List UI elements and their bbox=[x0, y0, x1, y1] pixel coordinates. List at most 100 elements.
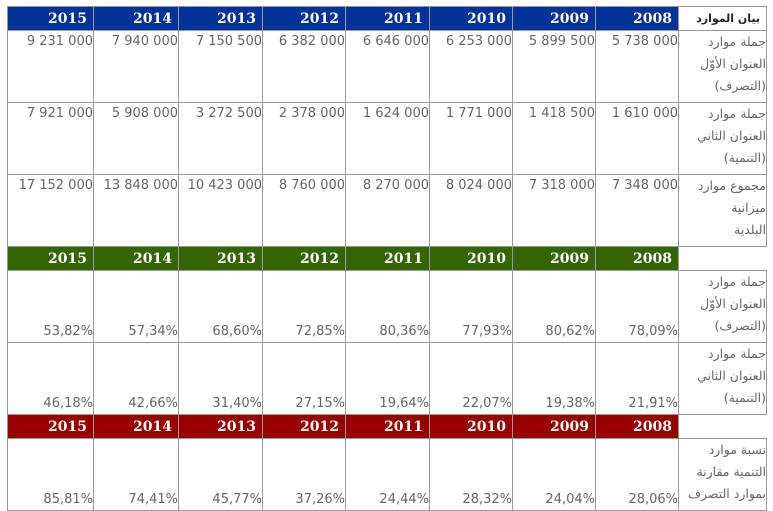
year-header: 2011 bbox=[345, 246, 430, 271]
row-label: جملة موارد العنوان الأوّل (التصرف) bbox=[678, 30, 767, 103]
percent-cell: 28,32% bbox=[429, 438, 513, 511]
header-row-ratio: 2015 2014 2013 2012 2011 2010 2009 2008 bbox=[7, 414, 767, 439]
amount-cell: 3 272 500 bbox=[178, 102, 263, 175]
table-row: 85,81% 74,41% 45,77% 37,26% 24,44% 28,32… bbox=[7, 438, 767, 511]
percent-cell: 24,04% bbox=[512, 438, 596, 511]
percent-cell: 46,18% bbox=[7, 342, 94, 415]
year-header: 2009 bbox=[512, 246, 596, 271]
percent-cell: 80,62% bbox=[512, 270, 596, 343]
amount-cell: 1 418 500 bbox=[512, 102, 596, 175]
year-header: 2012 bbox=[262, 6, 346, 31]
row-label: جملة موارد العنوان الثاني (التنمية) bbox=[678, 342, 767, 415]
percent-cell: 19,64% bbox=[345, 342, 430, 415]
amount-cell: 1 610 000 bbox=[595, 102, 679, 175]
year-header: 2009 bbox=[512, 414, 596, 439]
percent-cell: 24,44% bbox=[345, 438, 430, 511]
row-label-line: ميزانية bbox=[731, 200, 766, 215]
year-header: 2014 bbox=[93, 414, 179, 439]
amount-cell: 8 024 000 bbox=[429, 174, 513, 247]
header-blank bbox=[678, 414, 767, 439]
year-header: 2010 bbox=[429, 414, 513, 439]
year-header: 2015 bbox=[7, 414, 94, 439]
header-row-shares: 2015 2014 2013 2012 2011 2010 2009 2008 bbox=[7, 246, 767, 271]
row-label-line: بموارد التصرف bbox=[688, 486, 766, 501]
amount-cell: 7 150 500 bbox=[178, 30, 263, 103]
year-header: 2008 bbox=[595, 246, 679, 271]
row-label-line: جملة موارد bbox=[708, 274, 766, 289]
year-header: 2014 bbox=[93, 246, 179, 271]
percent-cell: 78,09% bbox=[595, 270, 679, 343]
percent-cell: 37,26% bbox=[262, 438, 346, 511]
header-row-amounts: 2015 2014 2013 2012 2011 2010 2009 2008 … bbox=[7, 6, 767, 31]
percent-cell: 77,93% bbox=[429, 270, 513, 343]
row-label-line: جملة موارد bbox=[708, 346, 766, 361]
percent-cell: 53,82% bbox=[7, 270, 94, 343]
year-header: 2015 bbox=[7, 246, 94, 271]
row-label-line: جملة موارد bbox=[708, 106, 766, 121]
amount-cell: 5 908 000 bbox=[93, 102, 179, 175]
row-label-line: نسبة موارد bbox=[708, 442, 766, 457]
percent-cell: 28,06% bbox=[595, 438, 679, 511]
table-row: 53,82% 57,34% 68,60% 72,85% 80,36% 77,93… bbox=[7, 270, 767, 343]
year-header: 2008 bbox=[595, 6, 679, 31]
year-header: 2011 bbox=[345, 6, 430, 31]
row-label-line: العنوان الأوّل bbox=[700, 296, 766, 311]
year-header: 2014 bbox=[93, 6, 179, 31]
amount-cell: 7 348 000 bbox=[595, 174, 679, 247]
amount-cell: 2 378 000 bbox=[262, 102, 346, 175]
year-header: 2008 bbox=[595, 414, 679, 439]
year-header: 2012 bbox=[262, 246, 346, 271]
row-label-line: العنوان الثاني bbox=[697, 368, 766, 383]
row-label-line: (التصرف) bbox=[714, 78, 766, 93]
percent-cell: 68,60% bbox=[178, 270, 263, 343]
percent-cell: 57,34% bbox=[93, 270, 179, 343]
amount-cell: 1 771 000 bbox=[429, 102, 513, 175]
row-label-line: (التصرف) bbox=[714, 318, 766, 333]
table-row: 46,18% 42,66% 31,40% 27,15% 19,64% 22,07… bbox=[7, 342, 767, 415]
amount-cell: 7 318 000 bbox=[512, 174, 596, 247]
row-label-line: العنوان الثاني bbox=[697, 128, 766, 143]
amount-cell: 7 940 000 bbox=[93, 30, 179, 103]
percent-cell: 27,15% bbox=[262, 342, 346, 415]
table-row: 7 921 000 5 908 000 3 272 500 2 378 000 … bbox=[7, 102, 767, 175]
amount-cell: 6 253 000 bbox=[429, 30, 513, 103]
percent-cell: 21,91% bbox=[595, 342, 679, 415]
header-blank bbox=[678, 246, 767, 271]
row-label-line: مجموع موارد bbox=[697, 178, 766, 193]
amount-cell: 9 231 000 bbox=[7, 30, 94, 103]
amount-cell: 8 270 000 bbox=[345, 174, 430, 247]
percent-cell: 80,36% bbox=[345, 270, 430, 343]
row-label-line: العنوان الأوّل bbox=[700, 56, 766, 71]
percent-cell: 74,41% bbox=[93, 438, 179, 511]
year-header: 2010 bbox=[429, 6, 513, 31]
amount-cell: 10 423 000 bbox=[178, 174, 263, 247]
percent-cell: 42,66% bbox=[93, 342, 179, 415]
amount-cell: 13 848 000 bbox=[93, 174, 179, 247]
row-label: نسبة موارد التنمية مقارنة بموارد التصرف bbox=[678, 438, 767, 511]
row-label-line: البلدية bbox=[734, 222, 766, 237]
percent-cell: 19,38% bbox=[512, 342, 596, 415]
table-row: 9 231 000 7 940 000 7 150 500 6 382 000 … bbox=[7, 30, 767, 103]
amount-cell: 8 760 000 bbox=[262, 174, 346, 247]
row-label: جملة موارد العنوان الثاني (التنمية) bbox=[678, 102, 767, 175]
amount-cell: 6 646 000 bbox=[345, 30, 430, 103]
row-label-line: (التنمية) bbox=[723, 390, 766, 405]
resources-table: 2015 2014 2013 2012 2011 2010 2009 2008 … bbox=[7, 6, 767, 511]
year-header: 2015 bbox=[7, 6, 94, 31]
row-label: مجموع موارد ميزانية البلدية bbox=[678, 174, 767, 247]
year-header: 2009 bbox=[512, 6, 596, 31]
year-header: 2013 bbox=[178, 414, 263, 439]
amount-cell: 5 738 000 bbox=[595, 30, 679, 103]
percent-cell: 45,77% bbox=[178, 438, 263, 511]
percent-cell: 72,85% bbox=[262, 270, 346, 343]
amount-cell: 6 382 000 bbox=[262, 30, 346, 103]
year-header: 2011 bbox=[345, 414, 430, 439]
amount-cell: 1 624 000 bbox=[345, 102, 430, 175]
header-label: بيان الموارد bbox=[678, 6, 767, 31]
percent-cell: 22,07% bbox=[429, 342, 513, 415]
amount-cell: 5 899 500 bbox=[512, 30, 596, 103]
amount-cell: 7 921 000 bbox=[7, 102, 94, 175]
percent-cell: 31,40% bbox=[178, 342, 263, 415]
table-body: 2015 2014 2013 2012 2011 2010 2009 2008 … bbox=[7, 6, 767, 511]
amount-cell: 17 152 000 bbox=[7, 174, 94, 247]
